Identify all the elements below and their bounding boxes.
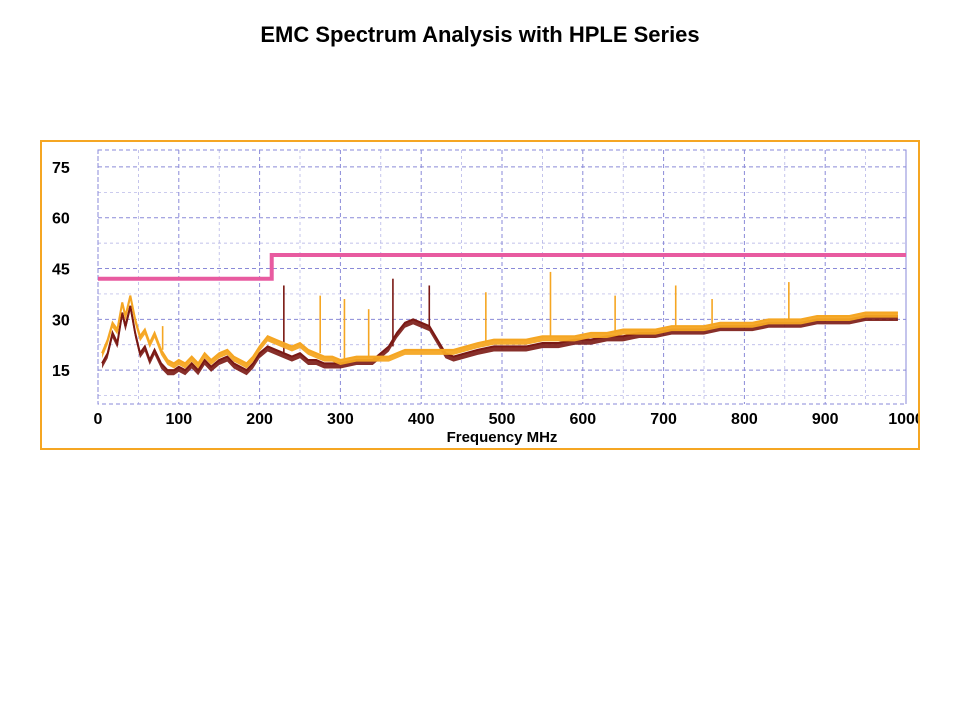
svg-text:60: 60 (52, 211, 70, 228)
svg-text:500: 500 (489, 411, 516, 428)
svg-text:0: 0 (94, 411, 103, 428)
svg-text:75: 75 (52, 160, 70, 177)
svg-text:45: 45 (52, 262, 70, 279)
page-title: EMC Spectrum Analysis with HPLE Series (0, 22, 960, 48)
svg-text:600: 600 (569, 411, 596, 428)
svg-text:100: 100 (165, 411, 192, 428)
svg-text:200: 200 (246, 411, 273, 428)
spectrum-chart: 15 30 45 60 75 0 100 200 300 400 500 600 700 800 900 10… (40, 140, 920, 450)
spectrum-chart-svg: 15 30 45 60 75 0 100 200 300 400 500 600 700 800 900 10… (40, 140, 920, 450)
svg-text:800: 800 (731, 411, 758, 428)
svg-text:700: 700 (650, 411, 677, 428)
svg-text:300: 300 (327, 411, 354, 428)
svg-text:900: 900 (812, 411, 839, 428)
svg-text:30: 30 (52, 312, 70, 329)
svg-text:Frequency MHz: Frequency MHz (447, 429, 558, 446)
svg-text:15: 15 (52, 363, 70, 380)
page: EMC Spectrum Analysis with HPLE Series 1… (0, 0, 960, 720)
svg-text:1000: 1000 (888, 411, 920, 428)
svg-text:400: 400 (408, 411, 435, 428)
